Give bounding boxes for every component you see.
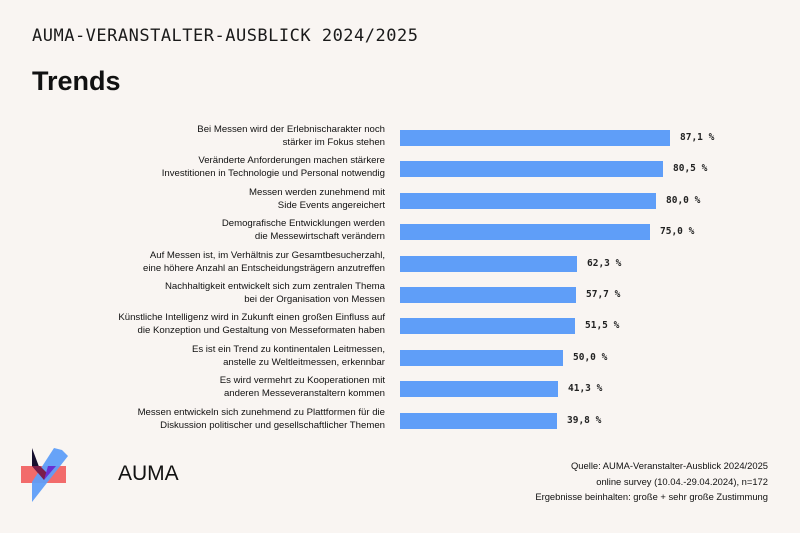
logo-text: AUMA <box>118 462 179 485</box>
chart-row: Messen entwickeln sich zunehmend zu Plat… <box>0 406 800 436</box>
value-label: 62,3 % <box>587 257 622 269</box>
bar <box>400 192 656 209</box>
category-label: Bei Messen wird der Erlebnischarakter no… <box>5 123 385 149</box>
value-label: 80,5 % <box>673 163 708 175</box>
chart-row: Es ist ein Trend zu kontinentalen Leitme… <box>0 343 800 373</box>
value-label: 57,7 % <box>586 289 621 300</box>
chart-row: Messen werden zunehmend mit Side Events a… <box>0 186 800 216</box>
category-label: Messen entwickeln sich zunehmend zu Plat… <box>5 406 385 432</box>
bar <box>400 130 670 146</box>
category-label-line: anderen Messeveranstaltern kommen <box>223 388 385 400</box>
bar <box>400 255 577 272</box>
supertitle: AUMA-VERANSTALTER-AUSBLICK 2024/2025 <box>32 26 419 46</box>
chart-row: Auf Messen ist, im Verhältnis zur Gesamt… <box>0 249 800 279</box>
category-label-line: stärker im Fokus stehen <box>282 137 385 148</box>
category-label-line: die Konzeption und Gestaltung von Messef… <box>137 325 385 337</box>
category-label: Veränderte Anforderungen machen stärkere… <box>5 154 385 180</box>
value-label: 75,0 % <box>660 226 695 238</box>
category-label-line: Messen entwickeln sich zunehmend zu Plat… <box>137 406 385 418</box>
category-label-line: Veränderte Anforderungen machen stärkere <box>198 155 385 167</box>
source-note: Quelle: AUMA-Veranstalter-Ausblick 2024/… <box>535 458 768 505</box>
category-label: Auf Messen ist, im Verhältnis zur Gesamt… <box>5 249 385 275</box>
value-label: 87,1 % <box>680 132 715 143</box>
category-label-line: Bei Messen wird der Erlebnischarakter no… <box>197 124 385 135</box>
category-label-line: Künstliche Intelligenz wird in Zukunft e… <box>118 312 385 324</box>
category-label-line: bei der Organisation von Messen <box>244 294 385 305</box>
bar <box>400 287 576 303</box>
category-label-line: Es wird vermehrt zu Kooperationen mit <box>219 375 385 387</box>
category-label: Es ist ein Trend zu kontinentalen Leitme… <box>5 343 385 369</box>
value-label: 80,0 % <box>666 194 701 206</box>
category-label-line: Messen werden zunehmend mit <box>249 186 385 198</box>
category-label-line: eine höhere Anzahl an Entscheidungsträge… <box>143 262 385 274</box>
category-label-line: Nachhaltigkeit entwickelt sich zum zentr… <box>164 281 385 292</box>
value-label: 50,0 % <box>573 351 608 363</box>
bar <box>400 381 558 398</box>
category-label: Es wird vermehrt zu Kooperationen mit and… <box>5 374 385 400</box>
category-label-line: Side Events angereichert <box>277 199 385 211</box>
results-note: Ergebnisse beinhalten: große + sehr groß… <box>535 491 768 502</box>
category-label-line: anstelle zu Weltleitmessen, erkennbar <box>223 356 385 368</box>
chart-row: Bei Messen wird der Erlebnischarakter no… <box>0 123 800 153</box>
bar <box>400 318 575 335</box>
category-label-line: Diskussion politischer und gesellschaftl… <box>160 419 385 431</box>
value-label: 41,3 % <box>568 383 603 395</box>
category-label: Demografische Entwicklungen werden die Me… <box>5 217 385 243</box>
category-label-line: Demografische Entwicklungen werden <box>221 218 385 230</box>
category-label-line: die Messewirtschaft verändern <box>254 231 385 243</box>
bar <box>400 161 663 178</box>
value-label: 51,5 % <box>585 320 620 332</box>
source-line: Quelle: AUMA-Veranstalter-Ausblick 2024/… <box>571 460 768 471</box>
category-label-line: Investitionen in Technologie und Persona… <box>161 168 385 180</box>
chart-row: Nachhaltigkeit entwickelt sich zum zentr… <box>0 280 800 310</box>
bar <box>400 349 563 366</box>
chart-row: Künstliche Intelligenz wird in Zukunft e… <box>0 311 800 341</box>
chart-row: Es wird vermehrt zu Kooperationen mit and… <box>0 374 800 404</box>
category-label: Künstliche Intelligenz wird in Zukunft e… <box>5 311 385 337</box>
value-label: 39,8 % <box>567 414 602 426</box>
chart-row: Veränderte Anforderungen machen stärkere… <box>0 154 800 184</box>
chart-row: Demografische Entwicklungen werden die Me… <box>0 217 800 247</box>
bar <box>400 224 650 241</box>
category-label-line: Auf Messen ist, im Verhältnis zur Gesamt… <box>149 249 385 261</box>
category-label-line: Es ist ein Trend zu kontinentalen Leitme… <box>191 343 385 355</box>
category-label: Messen werden zunehmend mit Side Events a… <box>5 186 385 212</box>
category-label: Nachhaltigkeit entwickelt sich zum zentr… <box>5 280 385 306</box>
page-title: Trends <box>32 66 121 96</box>
bar <box>400 412 557 429</box>
survey-line: online survey (10.04.-29.04.2024), n=172 <box>596 475 768 487</box>
auma-logo-icon <box>18 446 108 511</box>
